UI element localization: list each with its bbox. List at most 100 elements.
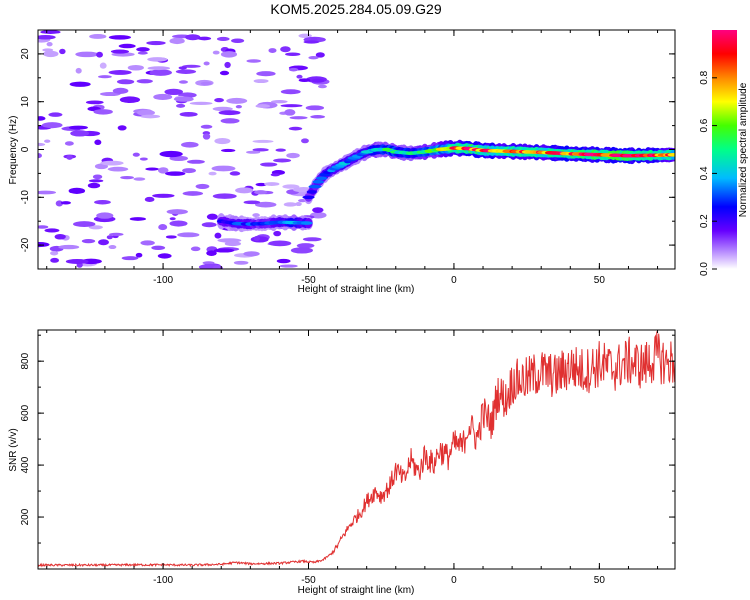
snr-marks <box>38 331 675 568</box>
spectrogram-noise-blob <box>38 142 46 147</box>
spectrogram-noise-blob <box>252 213 260 218</box>
spectrogram-noise-blob <box>140 240 155 246</box>
spectrogram-noise-blob <box>282 184 300 189</box>
spectrogram-noise-blob <box>75 51 99 58</box>
spectrogram-noise-blob <box>288 126 303 131</box>
spectrogram-noise-blob <box>92 174 103 180</box>
spectrogram-noise-blob <box>181 141 199 148</box>
y-tick-label: 400 <box>20 456 31 473</box>
spectrogram-noise-blob <box>273 230 282 237</box>
y-tick-label: 20 <box>20 48 31 60</box>
snr-ylabel: SNR (v/v) <box>8 428 19 471</box>
spectrogram-noise-blob <box>308 56 319 60</box>
spectrogram-noise-blob <box>139 157 148 161</box>
spectrogram-noise-blob <box>87 182 101 189</box>
colorbar-tick-label: 0.8 <box>699 70 710 84</box>
spectrogram-noise-blob <box>38 153 42 159</box>
spectrogram-noise-blob <box>254 190 268 195</box>
spectrogram-noise-blob <box>252 148 269 152</box>
snr-series-line <box>38 331 675 568</box>
spectrogram-noise-blob <box>152 193 175 198</box>
spectrogram-noise-blob <box>179 111 198 117</box>
spectrogram-noise-blob <box>136 47 150 52</box>
spectrogram-noise-blob <box>212 50 220 55</box>
spectrogram-noise-blob <box>201 222 217 228</box>
spectrogram-noise-blob <box>73 221 96 227</box>
spectrogram-noise-blob <box>288 67 299 72</box>
spectrogram-noise-blob <box>145 167 160 171</box>
spectrogram-noise-blob <box>59 48 66 55</box>
ridge-core <box>302 195 315 200</box>
spectrogram-noise-blob <box>177 232 200 238</box>
spectrogram-noise-blob <box>268 48 277 54</box>
spectrogram-noise-blob <box>214 97 224 103</box>
spectrogram-noise-blob <box>298 78 311 83</box>
spectrogram-noise-blob <box>176 103 186 108</box>
spectrogram-noise-blob <box>218 110 241 116</box>
y-tick-label: -20 <box>20 237 31 252</box>
spectrogram-noise-blob <box>212 265 223 269</box>
spectrogram-noise-blob <box>268 240 292 247</box>
spectrogram-noise-blob <box>283 202 298 207</box>
spectrogram-noise-blob <box>185 34 201 41</box>
spectrogram-noise-blob <box>246 150 261 154</box>
spectrogram-noise-blob <box>264 182 280 186</box>
x-tick-label: -50 <box>301 275 316 286</box>
spectrogram-noise-blob <box>275 148 286 152</box>
spectrogram-noise-blob <box>235 187 254 194</box>
spectrogram-noise-blob <box>38 225 49 229</box>
spectrogram-noise-blob <box>96 212 114 219</box>
spectrogram-noise-blob <box>255 182 267 187</box>
spectrogram-noise-blob <box>235 104 242 109</box>
colorbar-label: Normalized spectral amplitude <box>738 82 749 217</box>
spectrogram-noise-blob <box>224 241 241 247</box>
spectrogram-noise-blob <box>60 201 71 205</box>
spectrogram-noise-blob <box>296 243 315 249</box>
spectrogram-noise-blob <box>68 187 86 194</box>
spectrogram-noise-blob <box>88 225 103 230</box>
spectrogram-noise-blob <box>284 109 296 116</box>
spectrogram-noise-blob <box>290 247 313 254</box>
spectrogram-noise-blob <box>271 99 288 104</box>
x-tick-label: 0 <box>451 275 457 286</box>
spectrogram-noise-blob <box>147 66 171 71</box>
colorbar-tick-label: 0.0 <box>699 262 710 276</box>
spectrogram-noise-blob <box>252 139 274 143</box>
spectrogram-noise-blob <box>243 200 261 205</box>
ridge-core <box>667 153 675 157</box>
y-tick-label: 600 <box>20 404 31 421</box>
spectrogram-noise-blob <box>106 235 113 240</box>
spectrogram-noise-blob <box>166 209 188 215</box>
spectrogram-noise-blob <box>315 52 325 58</box>
spectrogram-noise-blob <box>280 46 291 53</box>
y-tick-label: 200 <box>20 508 31 525</box>
spectrogram-noise-blob <box>310 115 326 119</box>
spectrogram-noise-blob <box>195 183 210 189</box>
spectrogram-noise-blob <box>38 35 56 40</box>
x-tick-label: -100 <box>153 575 173 586</box>
ridge-core <box>315 176 328 181</box>
spectrogram-noise-blob <box>85 100 104 105</box>
spectrogram-noise-blob <box>151 245 166 250</box>
spectrogram-noise-blob <box>55 200 64 207</box>
spectrogram-noise-blob <box>273 158 292 163</box>
spectrogram-noise-blob <box>96 51 103 58</box>
spectrogram-noise-blob <box>226 97 248 104</box>
snr-xlabel: Height of straight line (km) <box>298 585 415 596</box>
spectrogram-noise-blob <box>206 213 218 220</box>
spectrogram-noise-blob <box>98 75 112 79</box>
spectrogram-noise-blob <box>280 104 303 108</box>
spectrogram-noise-blob <box>302 237 322 242</box>
spectrogram-noise-blob <box>146 41 166 46</box>
spectrogram-noise-blob <box>140 114 161 119</box>
spectrogram-noise-blob <box>70 130 90 137</box>
spectrogram-noise-blob <box>137 109 155 116</box>
snr-frame <box>37 329 676 570</box>
spectrogram-noise-blob <box>108 35 131 40</box>
y-tick-label: -10 <box>20 190 31 205</box>
spectrogram-noise-blob <box>286 152 300 159</box>
spectrogram-noise-blob <box>38 190 57 195</box>
spectrogram-noise-blob <box>221 148 236 153</box>
spectrogram-noise-blob <box>135 252 143 258</box>
